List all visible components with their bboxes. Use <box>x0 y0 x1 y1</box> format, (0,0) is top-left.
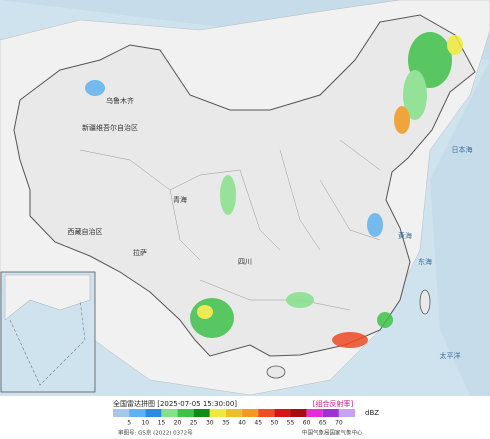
legend-tick-label: 25 <box>190 420 198 427</box>
legend-tick-label: 70 <box>335 420 343 427</box>
map-label: 西藏自治区 <box>68 227 103 236</box>
legend-tick-label: 5 <box>127 420 131 427</box>
color-swatch <box>242 409 259 417</box>
map-label: 四川 <box>238 258 252 266</box>
color-swatch <box>274 409 291 417</box>
map-label: 拉萨 <box>133 248 147 257</box>
legend-tick-label: 10 <box>141 420 149 427</box>
color-swatch <box>290 409 307 417</box>
color-swatch <box>322 409 339 417</box>
legend-tick-label: 65 <box>319 420 327 427</box>
inset-boundary <box>9 299 86 386</box>
legend-unit: dBZ <box>365 409 379 417</box>
legend-tick-label: 40 <box>238 420 246 427</box>
color-swatch <box>129 409 146 417</box>
legend-product: [组合反射率] <box>313 399 354 408</box>
legend-tick-label: 30 <box>206 420 214 427</box>
color-bar: 5 10 15 20 25 30 35 40 45 50 55 60 65 70 <box>113 409 355 427</box>
color-swatch <box>258 409 275 417</box>
radar-echoes <box>85 32 463 348</box>
legend-title: 全国雷达拼图 [2025-07-05 15:30:00] <box>113 399 237 408</box>
map-label: 新疆维吾尔自治区 <box>82 123 138 132</box>
color-swatch <box>338 409 355 417</box>
color-swatch <box>306 409 323 417</box>
color-swatch <box>209 409 226 417</box>
approval-number: 审图号: GS京 (2022) 0372号 <box>118 429 193 437</box>
province-borders <box>79 139 381 311</box>
map-label: 太平洋 <box>440 351 461 360</box>
map-label: 乌鲁木齐 <box>106 96 134 105</box>
map-label: 东海 <box>418 257 432 266</box>
legend-tick-label: 45 <box>254 420 262 427</box>
legend-tick-label: 15 <box>158 420 166 427</box>
map-label: 日本海 <box>452 145 473 154</box>
map-label: 黄海 <box>398 231 412 240</box>
agency: 中国气象局国家气象中心 <box>302 429 363 437</box>
legend-tick-label: 60 <box>303 420 311 427</box>
color-swatch <box>177 409 194 417</box>
inset-land <box>4 274 91 321</box>
legend-tick-label: 55 <box>287 420 295 427</box>
color-swatch <box>145 409 162 417</box>
legend-panel <box>0 396 490 439</box>
taiwan <box>419 289 431 315</box>
color-swatch <box>161 409 178 417</box>
legend-tick-label: 50 <box>271 420 279 427</box>
map-label: 青海 <box>173 195 187 204</box>
hainan <box>266 365 286 379</box>
color-swatch <box>113 409 130 417</box>
color-swatch <box>193 409 210 417</box>
color-swatch <box>225 409 243 417</box>
legend-tick-label: 35 <box>222 420 230 427</box>
legend-tick-label: 20 <box>174 420 182 427</box>
china-land <box>13 14 476 357</box>
